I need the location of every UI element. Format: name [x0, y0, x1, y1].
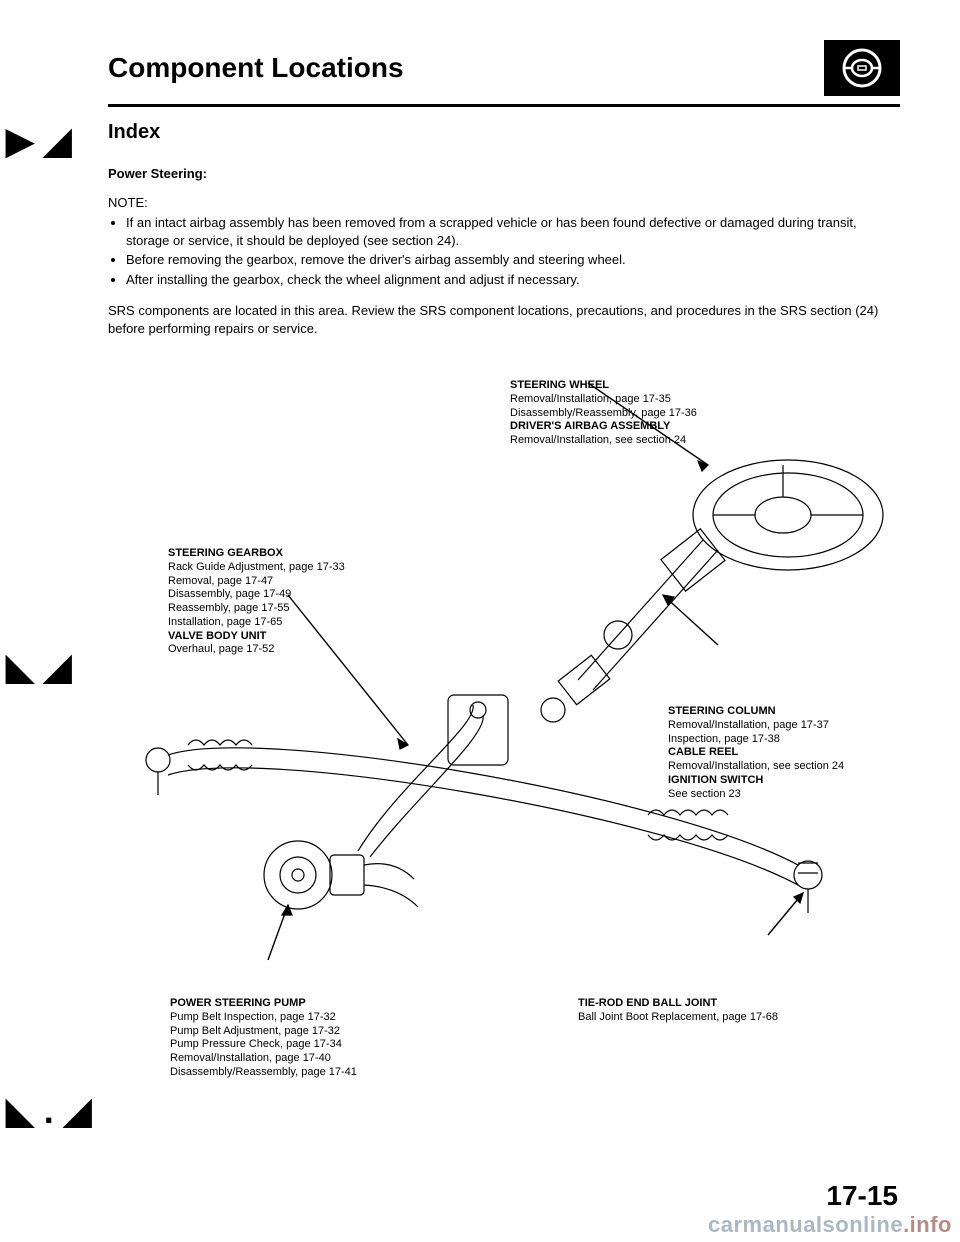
- note-item: Before removing the gearbox, remove the …: [126, 251, 900, 269]
- exploded-diagram: STEERING WHEEL Removal/Installation, pag…: [108, 365, 900, 1095]
- index-heading: Index: [108, 121, 900, 144]
- page-number: 17-15: [826, 1180, 898, 1212]
- note-item: After installing the gearbox, check the …: [126, 271, 900, 289]
- page-title: Component Locations: [108, 52, 404, 84]
- srs-icon: [824, 40, 900, 96]
- side-mark-tab: ◣ . ◢: [6, 1090, 91, 1132]
- callout-tie-rod: TIE-ROD END BALL JOINT Ball Joint Boot R…: [578, 983, 778, 1024]
- watermark-suffix: .info: [903, 1212, 952, 1237]
- page-header: Component Locations: [108, 40, 900, 107]
- power-steering-heading: Power Steering:: [108, 166, 900, 181]
- watermark-text: carmanualsonline: [708, 1212, 903, 1237]
- callout-steering-column: STEERING COLUMN Removal/Installation, pa…: [668, 691, 844, 801]
- note-label: NOTE:: [108, 195, 900, 210]
- srs-paragraph: SRS components are located in this area.…: [108, 302, 900, 337]
- callout-steering-gearbox: STEERING GEARBOX Rack Guide Adjustment, …: [168, 533, 345, 657]
- side-mark-tab: ◣ ◢: [6, 646, 71, 688]
- side-mark-tab: ▶ ◢: [6, 120, 71, 162]
- callout-steering-wheel: STEERING WHEEL Removal/Installation, pag…: [510, 365, 697, 448]
- note-item: If an intact airbag assembly has been re…: [126, 214, 900, 249]
- note-list: If an intact airbag assembly has been re…: [126, 214, 900, 288]
- content-area: Index Power Steering: NOTE: If an intact…: [108, 121, 900, 1095]
- watermark: carmanualsonline.info: [708, 1212, 952, 1238]
- callout-power-steering-pump: POWER STEERING PUMP Pump Belt Inspection…: [170, 983, 357, 1079]
